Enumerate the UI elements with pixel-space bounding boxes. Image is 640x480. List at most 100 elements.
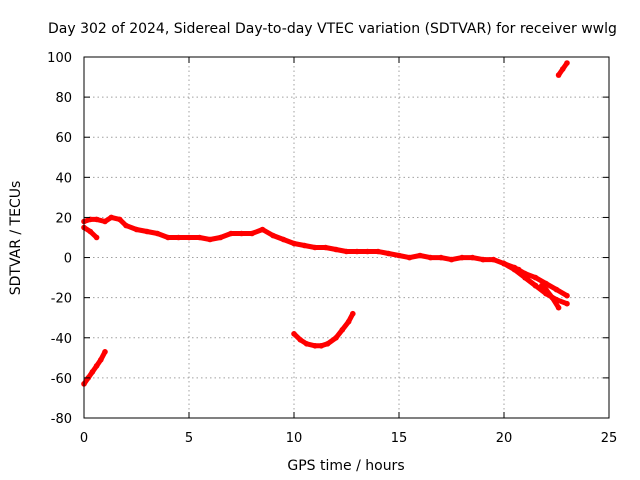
data-point [564,292,570,299]
data-point [207,236,213,243]
data-point [364,248,371,255]
data-point [312,244,318,251]
y-tick-label: 60 [55,131,72,146]
data-point [438,254,444,261]
x-tick-label: 20 [496,431,513,446]
data-point [333,246,339,253]
data-point [515,266,522,273]
data-point [564,60,570,66]
data-point [564,300,570,307]
data-point [459,254,465,261]
data-point [555,72,562,78]
data-point [89,369,96,375]
data-point [318,343,325,349]
data-point [469,254,476,261]
data-point [406,254,413,261]
data-point [102,349,108,355]
data-point [108,214,115,221]
data-point [511,266,518,273]
y-tick-label: 0 [64,252,72,267]
data-point [322,244,329,251]
data-point [116,216,123,223]
tick-layer [83,56,610,419]
data-point [448,256,455,263]
data-point [543,286,549,293]
data-point [490,256,497,263]
data-point [427,254,434,261]
data-layer [81,60,570,387]
data-point [301,242,308,249]
data-point [93,363,100,369]
data-point [303,341,310,347]
data-point [93,234,100,241]
y-tick-label: -60 [51,372,72,387]
data-point [396,252,402,259]
label-layer: 0 5 10 15 20 25 -80 -60 -40 -20 0 20 40 60 80 100 [47,51,617,446]
data-point [343,248,350,255]
data-point [270,232,276,239]
data-point [291,240,297,247]
plot-frame [83,56,610,419]
data-point [385,250,392,257]
y-tick-label: 100 [47,51,72,66]
data-point [249,230,255,237]
series-main-band [81,214,570,299]
x-tick-label: 25 [601,431,618,446]
y-tick-label: 40 [55,171,72,186]
data-point [333,335,339,341]
data-point [417,252,423,259]
data-point [532,282,539,289]
chart-title: Day 302 of 2024, Sidereal Day-to-day VTE… [48,21,617,37]
x-tick-label: 10 [286,431,303,446]
y-tick-label: 20 [55,211,72,226]
y-tick-label: -80 [51,412,72,427]
data-point [154,230,161,237]
data-point [93,216,100,223]
data-point [238,230,245,237]
data-point [375,248,381,255]
y-axis-title: SDTVAR / TECUs [8,181,24,296]
series-segment-midday [291,311,356,349]
data-point [312,343,318,349]
data-point [560,66,566,72]
data-point [102,218,108,225]
grid-layer [84,57,609,418]
data-point [175,234,182,241]
x-tick-label: 0 [80,431,88,446]
data-point [345,318,352,325]
data-point [228,230,234,237]
data-point [350,310,356,317]
data-point [553,286,560,293]
data-point [339,327,346,333]
data-point [522,274,528,281]
data-point [354,248,360,255]
series-late-branch-b [539,283,562,311]
data-point [165,234,171,241]
data-point [549,294,556,301]
y-tick-label: -40 [51,332,72,347]
data-point [217,234,224,241]
data-point [123,222,129,229]
data-point [539,282,545,289]
data-point [87,228,94,235]
data-point [324,341,331,347]
data-point [532,274,539,281]
data-point [297,337,304,343]
data-point [555,304,562,311]
data-point [259,226,266,233]
data-point [144,228,150,235]
data-point [291,331,297,337]
data-point [196,234,203,241]
data-point [480,256,486,263]
x-tick-label: 15 [391,431,408,446]
data-point [186,234,192,241]
data-point [87,216,94,223]
data-point [501,260,507,267]
y-tick-label: -20 [51,292,72,307]
y-tick-label: 80 [55,91,72,106]
x-tick-label: 5 [185,431,193,446]
data-point [280,236,287,243]
data-point [133,226,140,233]
data-point [98,357,104,363]
